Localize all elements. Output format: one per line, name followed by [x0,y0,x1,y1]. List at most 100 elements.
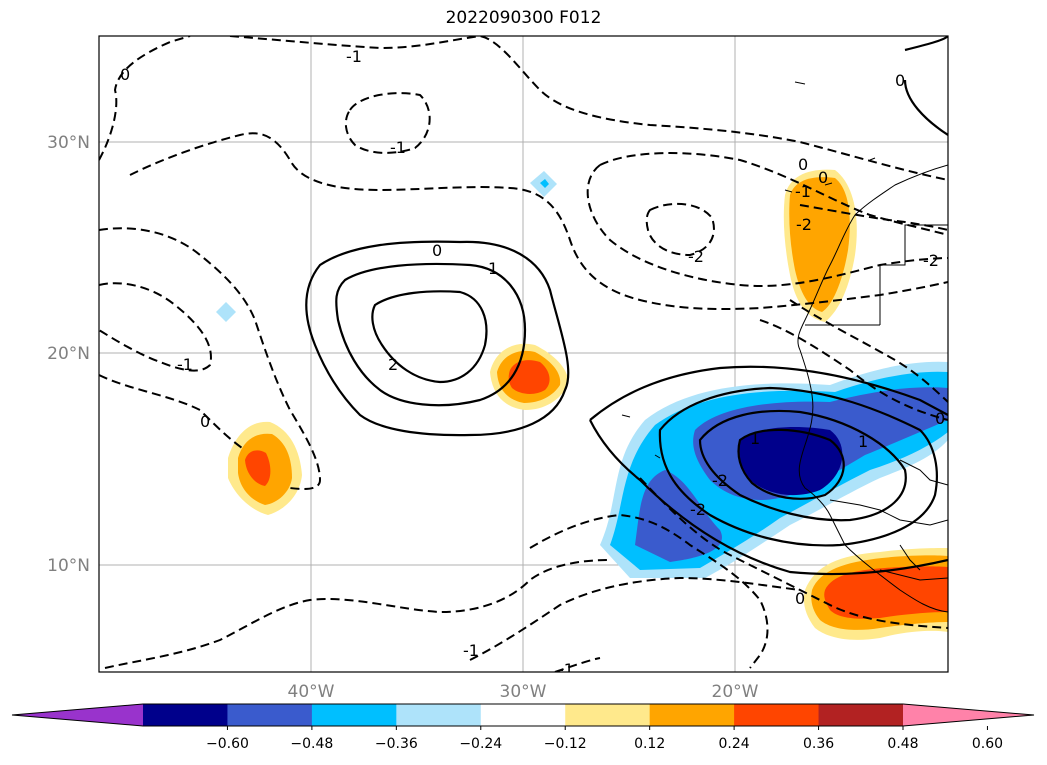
longitude-labels: 40°W 30°W 20°W [288,682,759,702]
contour-label: 0 [895,71,905,90]
contour-neg-0-se [639,477,948,629]
contour-pos-1-central [335,262,527,407]
contour-label: 0 [818,168,828,187]
contour-label: -1 [795,182,811,201]
contour-label: 0 [795,589,805,608]
contour-neg-2-south [554,657,601,672]
contour-neg-1-west [99,282,212,372]
contour-label: -2 [712,471,728,490]
contour-pos-0-ne [904,36,948,52]
pos-blob-mid-core [508,360,550,394]
colorbar-tick-label: 0.36 [803,736,834,752]
contour-label: -2 [688,247,704,266]
small-neg-blob-b [540,179,549,188]
contour-label: 0 [200,412,210,431]
colorbar-extend-max [903,704,1034,726]
colorbar-tick-label: −0.36 [375,736,418,752]
negative-contours [99,36,948,672]
contour-pos-2-central [371,290,488,384]
colorbar-tick-label: 0.60 [972,736,1003,752]
contour-pos-0-east-low [589,419,948,576]
colorbar-tick-label: 0.24 [719,736,750,752]
colorbar-tick-label: 0.48 [887,736,918,752]
contour-neg-1-loop-north [344,92,431,154]
contour-pos-0-central [305,240,570,437]
contour-neg-1-south [104,559,611,669]
contour-neg-2-northeast [599,152,948,236]
small-neg-blob-c [216,302,236,322]
colorbar-tick-label: −0.24 [459,736,502,752]
contour-labels: 0 -1 -1 0 -2 -2 -1 -1 0 1 2 0 -1 0 1 -2 … [120,47,945,679]
contour-label: -1 [558,660,574,679]
map-title: 2022090300 F012 [445,8,602,28]
africa-border-c [899,459,948,486]
negative-anomaly-core [738,427,843,496]
lat-label: 30°N [47,133,90,153]
contour-pos-1-east [658,386,938,547]
contour-label: -1 [463,641,479,660]
negative-anomaly-inner [635,470,722,562]
shaded-field [216,169,948,640]
madeira [794,81,806,85]
colorbar-segment [227,704,313,726]
contour-neg-0-nw [99,36,191,161]
contour-label: 1 [858,432,868,451]
contour-pos-0-east [589,365,948,421]
contour-label: 1 [488,259,498,278]
contour-neg-2-loop [645,202,715,257]
iberia-tip [869,157,876,161]
contour-neg-1-ne2 [799,204,948,231]
contour-neg-2-northeast-b [586,164,948,287]
colorbar: −0.60 −0.48 −0.36 −0.24 −0.12 0.12 0.24 0.36 0.4… [11,703,1035,752]
lon-label: 20°W [712,682,759,702]
contour-label: 0 [120,65,130,84]
pos-blob-west-core [245,450,271,486]
lat-label: 20°N [47,344,90,364]
contour-label: 0 [432,241,442,260]
contour-neg-1-north [129,132,948,311]
colorbar-segment [396,704,482,726]
colorbar-segment [734,704,820,726]
africa-coast-north [797,164,948,351]
lat-label: 10°N [47,556,90,576]
colorbar-segment [311,704,397,726]
colorbar-tick-label: −0.60 [206,736,249,752]
africa-border-a [879,224,948,325]
colorbar-segment [565,704,651,726]
contour-neg-0-south [529,513,769,669]
contour-label: 1 [750,429,760,448]
africa-border-d [829,499,948,526]
map-area: 0 -1 -1 0 -2 -2 -1 -1 0 1 2 0 -1 0 1 -2 … [99,36,948,679]
map-frame [98,35,949,673]
contour-neg-1-east [759,319,948,421]
colorbar-extend-min [12,704,143,726]
contour-neg-0-west [99,374,246,451]
guinea-coast [844,544,948,613]
contour-pos-2-east [698,409,907,522]
contour-pos-east-inner [737,428,845,500]
contour-label: 0 [935,409,945,428]
colorbar-segment [143,704,228,726]
contour-label: -2 [690,500,706,519]
positive-contours [305,36,948,576]
contour-label: 0 [798,155,808,174]
colorbar-tick-label: −0.12 [544,736,587,752]
contour-neg-0-east [789,299,948,403]
contour-label: -1 [390,138,406,157]
colorbar-tick-label: 0.12 [634,736,665,752]
contour-label: 2 [388,355,398,374]
canary-a [784,189,793,193]
colorbar-outline [11,703,1035,727]
colorbar-tick-label: −0.48 [290,736,333,752]
contour-neg-1-south-b [469,576,801,661]
contour-neg-1-nw [99,227,322,490]
contour-label: -1 [346,47,362,66]
latitude-labels: 30°N 20°N 10°N [47,133,90,576]
contour-neg-1-north-top [229,36,948,181]
colorbar-segment [818,704,904,726]
contour-label: -2 [923,251,939,270]
colorbar-segment [649,704,735,726]
capeverde-b [654,454,661,459]
contour-label: -2 [796,215,812,234]
